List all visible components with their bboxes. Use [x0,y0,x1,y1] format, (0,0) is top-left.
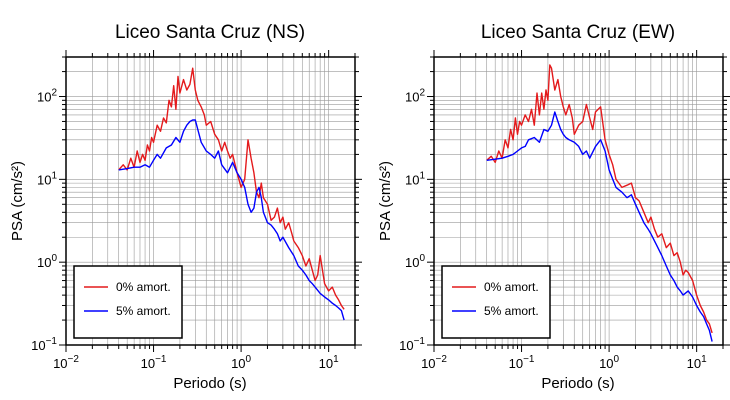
x-axis-label: Periodo (s) [541,375,614,392]
chart-title: Liceo Santa Cruz (EW) [481,22,675,43]
panel-ns: Liceo Santa Cruz (NS) 10−2 10−1 100 10110−1… [9,22,362,392]
series-line-0 [118,67,345,310]
legend: 0% amort. 5% amort. [73,265,183,339]
legend-label-0: 0% amort. [484,280,539,294]
series-group [486,64,713,342]
y-tick-label: 101 [405,170,425,187]
y-tick-label: 102 [37,88,57,105]
panel-ew: Liceo Santa Cruz (EW) 10−2 10−1 100 10110−1… [377,22,730,392]
x-tick-label: 10−1 [509,354,535,371]
x-tick-label: 10−2 [421,354,447,371]
legend-label-1: 5% amort. [484,304,539,318]
series-line-0 [486,64,713,334]
plot-frame [65,56,356,346]
x-tick-label: 100 [599,354,619,371]
x-tick-label: 10−1 [141,354,167,371]
y-axis-label: PSA (cm/s²) [377,161,394,241]
x-tick-label: 101 [687,354,707,371]
y-tick-label: 101 [37,170,57,187]
y-axis-label: PSA (cm/s²) [9,161,26,241]
y-tick-label: 100 [405,253,425,270]
legend-label-0: 0% amort. [116,280,171,294]
series-group [118,67,345,321]
plot-frame [433,56,724,346]
legend-box [441,265,551,339]
x-tick-label: 100 [231,354,251,371]
legend: 0% amort. 5% amort. [441,265,551,339]
legend-label-1: 5% amort. [116,304,171,318]
x-tick-label: 10−2 [53,354,79,371]
y-tick-label: 100 [37,253,57,270]
chart-title: Liceo Santa Cruz (NS) [115,22,305,43]
legend-box [73,265,183,339]
x-axis-label: Periodo (s) [173,375,246,392]
y-tick-label: 10−1 [399,336,425,353]
y-tick-label: 10−1 [31,336,57,353]
x-tick-label: 101 [319,354,339,371]
y-tick-label: 102 [405,88,425,105]
series-line-1 [486,111,713,342]
series-line-1 [118,119,345,321]
